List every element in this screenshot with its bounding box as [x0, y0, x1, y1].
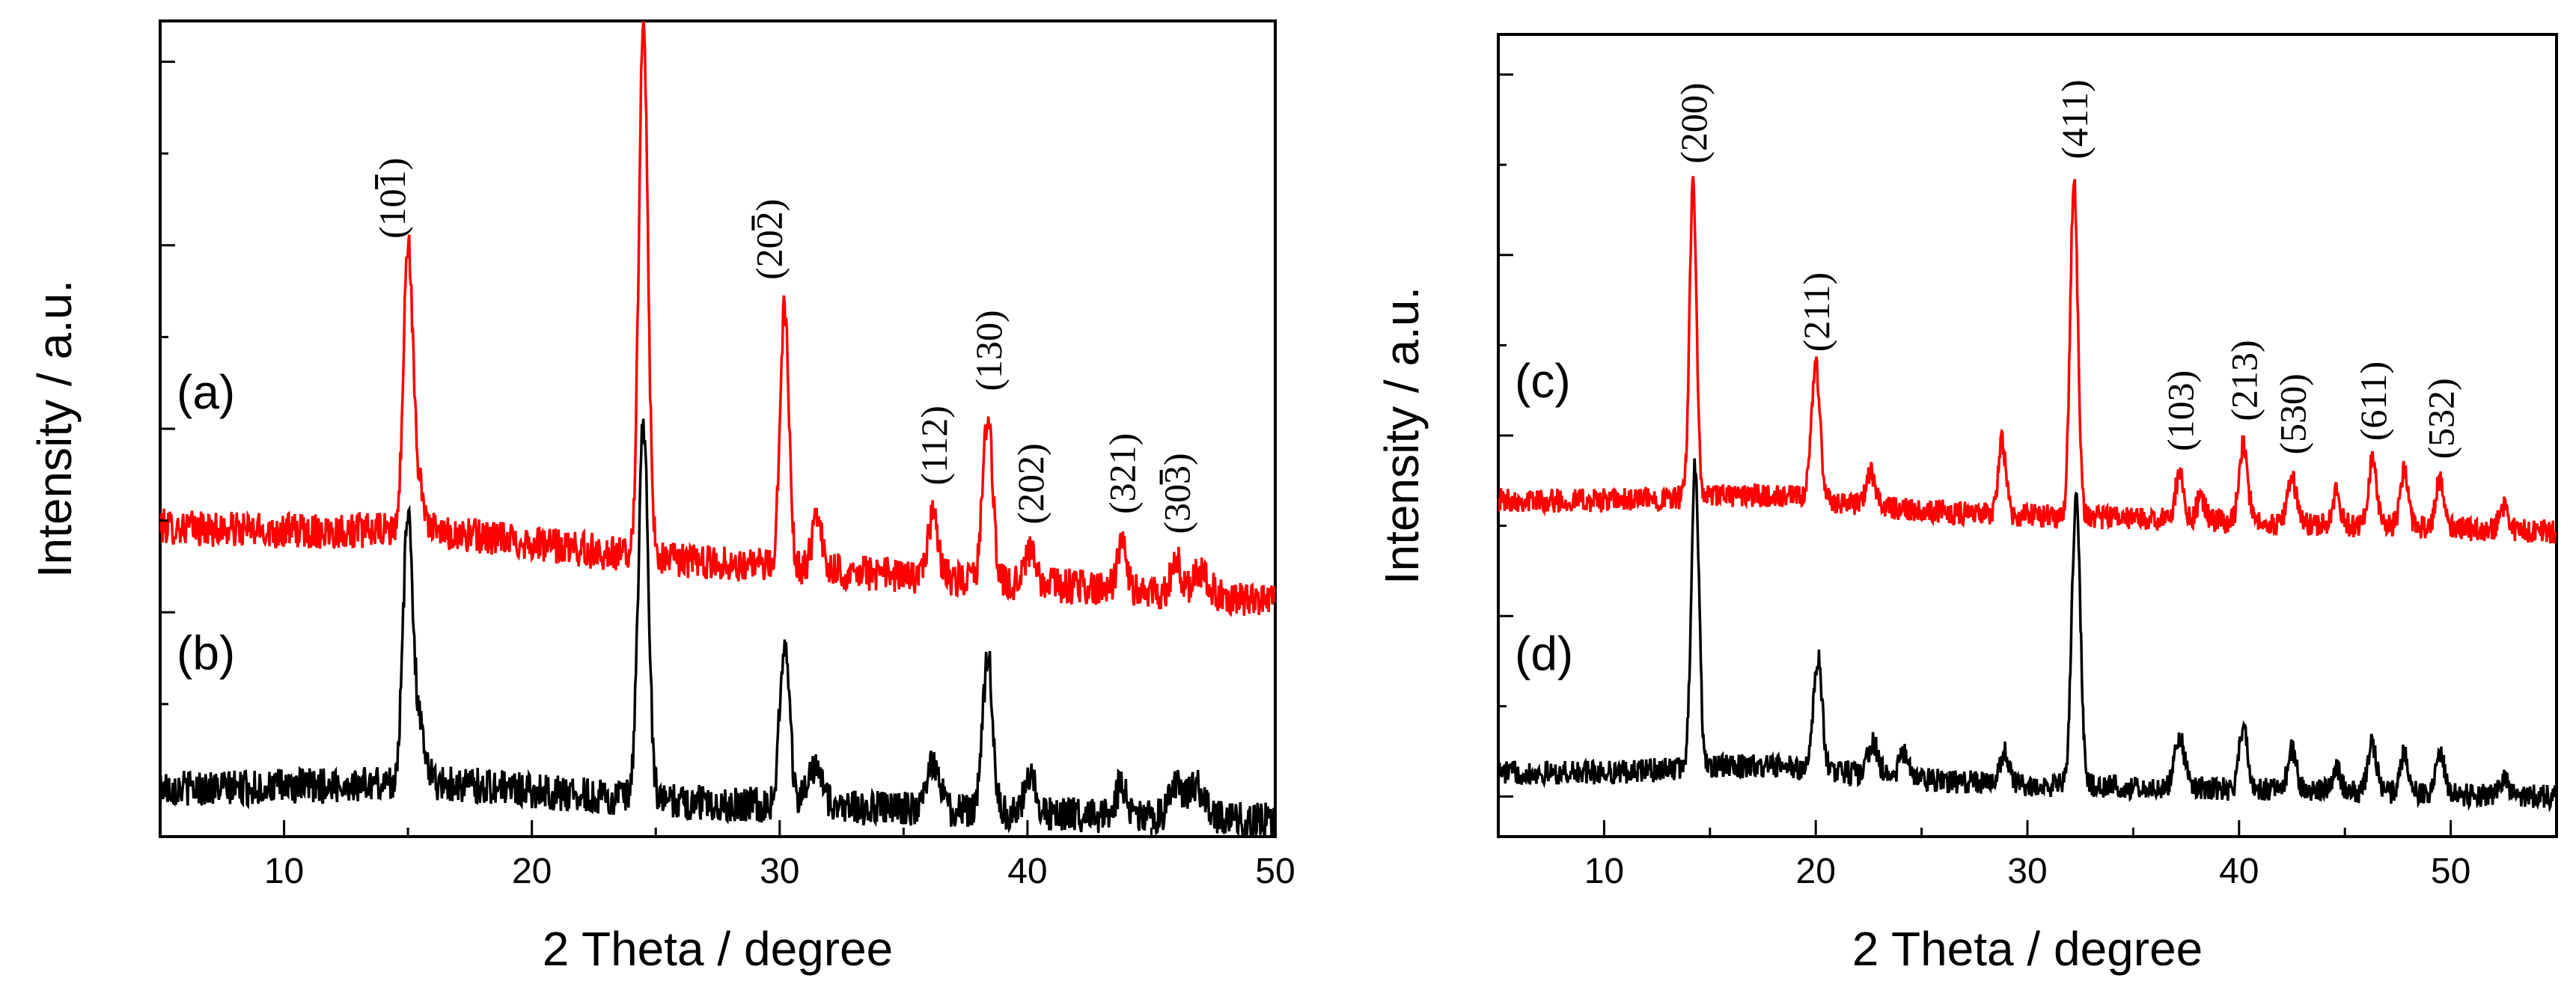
right-x-ticks: 10 20 30 40 50 [1497, 820, 2558, 891]
svg-text:(411): (411) [2054, 79, 2096, 159]
x-tick-label: 10 [1584, 852, 1624, 891]
x-tick-label: 40 [2219, 852, 2259, 891]
peak-label: (303) [1156, 453, 1198, 534]
right-plot-frame [1497, 33, 2558, 838]
svg-text:(202): (202) [1010, 443, 1052, 524]
peak-label: (211) [1795, 272, 1837, 352]
peak-label: (532) [2420, 378, 2462, 459]
svg-text:(202): (202) [748, 199, 790, 280]
right-peak-labels: (200) (211) (411) (103) (213) (530) (611) (532) [1673, 79, 2461, 459]
svg-text:(303): (303) [1156, 453, 1198, 534]
x-tick-label: 30 [760, 852, 799, 891]
x-tick-label: 20 [512, 852, 552, 891]
x-tick-label: 50 [2431, 852, 2470, 891]
peak-label: (202) [1010, 443, 1052, 524]
x-tick-label: 10 [264, 852, 304, 891]
left-series-a-line [160, 21, 1275, 617]
peak-label: (213) [2224, 340, 2265, 421]
left-plot-frame [159, 19, 1277, 838]
right-series-c-line [1498, 176, 2557, 544]
right-series-tags: (c) (d) [1515, 354, 1573, 680]
peak-label: (112) [913, 406, 955, 485]
svg-text:(532): (532) [2420, 378, 2462, 459]
peak-label: (103) [2160, 370, 2202, 451]
peak-label: (530) [2272, 373, 2314, 454]
left-y-ticks [160, 61, 175, 797]
left-y-axis-title: Intensity / a.u. [28, 280, 82, 578]
x-tick-label: 40 [1007, 852, 1047, 891]
right-series-d-line [1498, 458, 2557, 813]
left-series-tags: (a) (b) [177, 365, 235, 680]
series-tag: (c) [1515, 354, 1571, 408]
peak-label: (411) [2054, 79, 2096, 159]
peak-label: (202) [748, 199, 790, 280]
right-xrd-panel: 10 20 30 40 50 (200) (211) (411) (103) (213) (530… [1375, 33, 2558, 976]
svg-text:(530): (530) [2272, 373, 2314, 454]
svg-text:(101): (101) [371, 158, 413, 239]
svg-text:(103): (103) [2160, 370, 2202, 451]
peak-label: (611) [2352, 361, 2394, 441]
svg-text:(211): (211) [1795, 272, 1837, 352]
svg-text:(112): (112) [913, 406, 955, 485]
svg-text:(321): (321) [1102, 433, 1144, 514]
series-tag: (d) [1515, 627, 1573, 681]
x-tick-label: 50 [1255, 852, 1295, 891]
series-tag: (b) [177, 626, 235, 680]
right-y-axis-title: Intensity / a.u. [1375, 287, 1429, 584]
left-peak-labels: (101)(020)(202)(112)(130)(202)(321)(303) [371, 158, 1198, 534]
right-x-axis-title: 2 Theta / degree [1852, 922, 2203, 976]
svg-text:(200): (200) [1673, 82, 1715, 163]
x-tick-label: 30 [2007, 852, 2047, 891]
left-x-axis-title: 2 Theta / degree [543, 922, 894, 976]
left-series-b-line [160, 418, 1275, 837]
peak-label: (101) [371, 158, 413, 239]
svg-text:(130): (130) [968, 310, 1010, 391]
peak-label: (321) [1102, 433, 1144, 514]
svg-text:(213): (213) [2224, 340, 2265, 421]
right-y-ticks [1498, 73, 1513, 798]
peak-label: (130) [968, 310, 1010, 391]
series-tag: (a) [177, 365, 235, 419]
peak-label: (200) [1673, 82, 1715, 163]
left-x-ticks: 10 20 30 40 50 [159, 820, 1295, 891]
x-tick-label: 20 [1796, 852, 1836, 891]
svg-text:(611): (611) [2352, 361, 2394, 441]
